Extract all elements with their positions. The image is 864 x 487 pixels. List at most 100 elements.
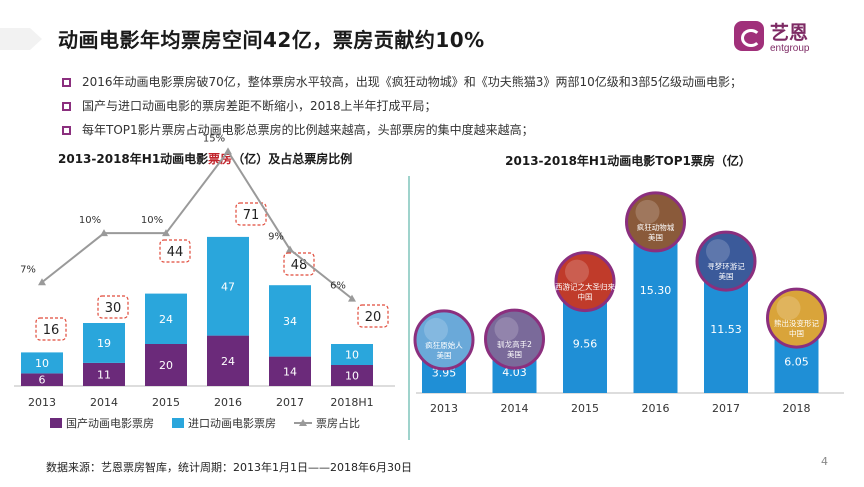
share-label: 15% [203, 133, 225, 144]
legend-label-share: 票房占比 [316, 416, 360, 430]
x-tick-label: 2013 [430, 402, 458, 415]
bullet-square-icon [62, 78, 71, 87]
share-point-icon [100, 229, 108, 237]
top1-bar-label: 6.05 [784, 356, 809, 369]
logo-mark-icon [734, 21, 764, 51]
x-tick-label: 2016 [214, 396, 242, 409]
bar-label-imported: 47 [221, 280, 235, 293]
bar-label-domestic: 11 [97, 368, 111, 381]
poster-circle [695, 230, 757, 292]
bar-label-imported: 10 [345, 349, 359, 362]
total-callout-box [357, 304, 389, 328]
poster-title: 西游记之大圣归来 [555, 282, 615, 292]
x-tick-label: 2017 [712, 402, 740, 415]
poster-highlight [635, 199, 660, 224]
summary-bullets: 2016年动画电影票房破70亿，整体票房水平较高，出现《疯狂动物城》和《功夫熊猫… [62, 70, 842, 142]
bullet-text: 国产与进口动画电影的票房差距不断缩小，2018上半年打成平局； [82, 99, 437, 113]
total-callout-value: 20 [365, 310, 382, 325]
bar-label-imported: 10 [35, 357, 49, 370]
total-callout-box [283, 252, 315, 276]
share-label: 9% [268, 232, 284, 243]
x-tick-label: 2017 [276, 396, 304, 409]
x-tick-label: 2015 [152, 396, 180, 409]
left-chart-title-part: 2013-2018年H1动画电影 [58, 151, 208, 166]
poster-region: 美国 [507, 349, 522, 359]
poster-circle [484, 308, 545, 370]
poster-highlight [494, 317, 519, 342]
x-tick-label: 2013 [28, 396, 56, 409]
bar-imported [207, 236, 249, 336]
left-chart-title-part: （亿）及占总票房比例 [232, 151, 352, 166]
title-accent-shape [0, 28, 42, 50]
legend-swatch-imported [172, 418, 184, 428]
bullet-item: 每年TOP1影片票房占动画电影总票房的比例越来越高，头部票房的集中度越来越高； [62, 118, 842, 142]
legend-label-imported: 进口动画电影票房 [188, 417, 276, 430]
bullet-text: 每年TOP1影片票房占动画电影总票房的比例越来越高，头部票房的集中度越来越高； [82, 123, 534, 137]
top1-bar-label: 11.53 [710, 323, 742, 336]
logo-text-cn: 艺恩 [770, 22, 809, 44]
poster-title: 疯狂动物城 [637, 222, 675, 232]
bar-domestic [145, 344, 187, 386]
bar-imported [331, 344, 373, 365]
left-chart-legend: 国产动画电影票房 进口动画电影票房 票房占比 [50, 416, 360, 430]
poster-highlight [776, 296, 801, 321]
bar-label-domestic: 20 [159, 359, 173, 372]
poster-circle [554, 251, 616, 313]
bar-label-domestic: 14 [283, 365, 297, 378]
total-callout-value: 48 [291, 258, 308, 273]
left-chart-title: 2013-2018年H1动画电影票房（亿）及占总票房比例 [58, 151, 352, 166]
poster-circle [766, 287, 827, 349]
top1-bar-label: 15.30 [640, 284, 672, 297]
top1-bar [704, 273, 748, 393]
total-callout-value: 71 [243, 208, 260, 223]
poster-highlight [424, 317, 448, 342]
x-tick-label: 2018 [783, 402, 811, 415]
bar-domestic [331, 365, 373, 386]
top1-bar-label: 9.56 [573, 337, 598, 350]
bar-label-domestic: 24 [221, 355, 235, 368]
poster-title: 疯狂原始人 [425, 340, 463, 350]
bullet-item: 2016年动画电影票房破70亿，整体票房水平较高，出现《疯狂动物城》和《功夫熊猫… [62, 70, 842, 94]
share-line [41, 149, 353, 300]
bullet-text: 2016年动画电影票房破70亿，整体票房水平较高，出现《疯狂动物城》和《功夫熊猫… [82, 75, 742, 89]
poster-highlight [706, 239, 730, 264]
logo-text-en: entgroup [770, 43, 810, 54]
bar-imported [145, 293, 187, 344]
bar-label-domestic: 10 [345, 370, 359, 383]
legend-label-domestic: 国产动画电影票房 [66, 416, 154, 430]
bar-label-imported: 19 [97, 337, 111, 350]
top1-bar [633, 233, 678, 393]
right-chart-title: 2013-2018年H1动画电影TOP1票房（亿） [505, 153, 751, 168]
x-tick-label: 2014 [90, 396, 118, 409]
bullet-square-icon [62, 126, 71, 135]
poster-circle [413, 309, 475, 371]
bullet-square-icon [62, 102, 71, 111]
total-callout-box [235, 202, 267, 226]
share-point-icon [286, 245, 294, 253]
legend-triangle-icon [299, 419, 307, 426]
poster-region: 美国 [719, 271, 734, 281]
poster-title: 驯龙高手2 [497, 339, 532, 349]
share-point-icon [38, 278, 46, 286]
share-label: 10% [141, 215, 163, 226]
poster-title: 熊出没变形记 [774, 318, 819, 328]
left-chart: 6102013161119201430202420154424472016711… [14, 133, 395, 409]
entgroup-logo: 艺恩 entgroup [734, 17, 834, 57]
share-point-icon [224, 147, 232, 155]
bar-imported [83, 323, 125, 363]
poster-highlight [565, 259, 589, 284]
poster-region: 美国 [648, 232, 663, 242]
bullet-item: 国产与进口动画电影的票房差距不断缩小，2018上半年打成平局； [62, 94, 842, 118]
total-callout-box [35, 317, 67, 341]
data-source-footnote: 数据来源：艺恩票房智库，统计周期：2013年1月1日——2018年6月30日 [46, 461, 412, 474]
bar-domestic [83, 362, 125, 386]
x-tick-label: 2018H1 [330, 396, 373, 409]
poster-region: 美国 [437, 350, 452, 360]
bar-imported [269, 285, 311, 357]
total-callout-box [159, 239, 191, 263]
total-callout-value: 30 [105, 301, 122, 316]
bar-domestic [21, 373, 63, 386]
top1-bar-label: 4.03 [502, 366, 527, 379]
x-tick-label: 2014 [501, 402, 529, 415]
